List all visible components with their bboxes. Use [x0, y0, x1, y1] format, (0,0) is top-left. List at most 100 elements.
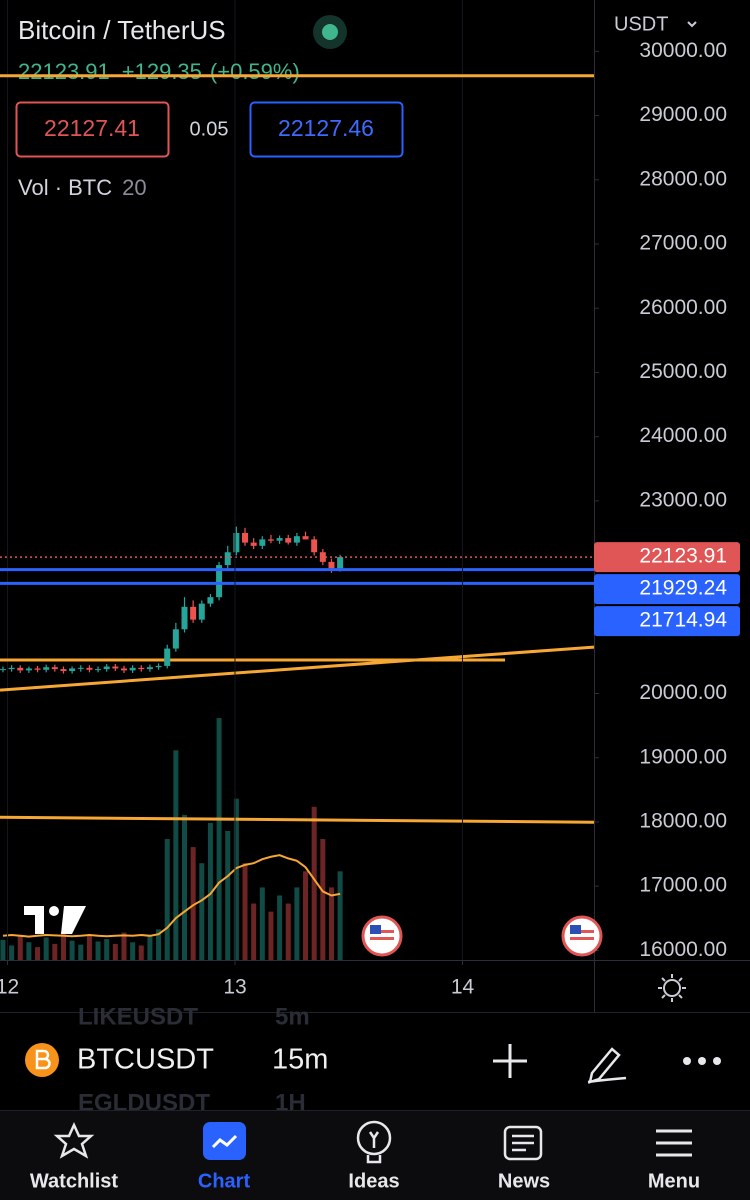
tab-label[interactable]: Ideas [348, 1170, 399, 1192]
event-icon[interactable] [561, 915, 603, 957]
candle-body [120, 668, 127, 671]
interval[interactable]: 15m [272, 1044, 328, 1076]
candle-body [95, 669, 102, 671]
change-pct: (+0.59%) [210, 59, 300, 84]
price-label-box [594, 574, 740, 605]
price-label: 22123.91 [639, 545, 727, 568]
price-axis: 30000.00 29000.00 28000.00 27000.00 26000.00… [0, 0, 740, 999]
volume-bar [0, 939, 6, 960]
volume-bar [182, 814, 188, 960]
volume-label: Vol · BTC [18, 175, 112, 200]
trend-line [0, 645, 595, 692]
ideas-icon [356, 1120, 392, 1164]
candle-body [103, 666, 110, 670]
bid-price: 22127.41 [44, 115, 140, 141]
volume-bar [337, 871, 343, 960]
candle-body [198, 603, 205, 620]
candle-body [216, 565, 223, 598]
candle-body [285, 538, 292, 543]
symbol[interactable]: BTCUSDT [77, 1044, 214, 1076]
volume-bar [60, 931, 66, 960]
event-icon[interactable] [361, 915, 403, 957]
tab-label[interactable]: News [498, 1170, 550, 1192]
volume-bar [259, 887, 265, 960]
candle-body [224, 552, 231, 566]
price-label: 21714.94 [639, 609, 727, 632]
y-tick-label: 28000.00 [639, 167, 727, 190]
candle-body [77, 667, 84, 669]
price-label-box [594, 542, 740, 573]
y-tick-label: 27000.00 [639, 232, 727, 255]
price-label-box [594, 606, 740, 637]
candle-body [155, 665, 162, 668]
volume-bar [251, 903, 257, 960]
candle-body [207, 597, 214, 604]
volume-bar [303, 871, 309, 960]
volume-bar [268, 911, 274, 960]
candle-body [181, 606, 188, 630]
volume-bar [225, 830, 231, 960]
volume-bar [207, 822, 213, 960]
candle-body [8, 667, 15, 670]
volume-bar [35, 947, 41, 960]
candle-body [25, 668, 32, 671]
y-tick-label: 30000.00 [639, 39, 727, 62]
volume-bar [78, 944, 84, 960]
ghost-interval: 5m [275, 1003, 310, 1030]
currency-select[interactable]: USDT [614, 13, 668, 35]
volume-bar [285, 903, 291, 960]
volume-bar [190, 847, 196, 960]
tabs: Watchlist Chart Ideas News Menu [30, 1170, 700, 1192]
add-button[interactable] [493, 1044, 527, 1078]
volume-bar [69, 940, 75, 960]
volume-bar [311, 806, 317, 960]
candle-body [337, 557, 344, 569]
volume-bar [138, 945, 144, 960]
coin-glyph [35, 1049, 51, 1070]
volume-bar [242, 863, 248, 960]
volume-bar [121, 932, 127, 960]
volume-bar [277, 895, 283, 960]
last-price: 22123.91 [18, 59, 110, 84]
bid-box[interactable] [15, 101, 170, 158]
more-button[interactable] [683, 1057, 721, 1065]
symbol-bar [0, 1012, 750, 1110]
candle-body [311, 539, 318, 553]
volume-bar [43, 937, 49, 960]
candle-body [293, 536, 300, 543]
volume-bar [233, 798, 239, 960]
candle-body [51, 667, 58, 670]
candle-body [112, 666, 119, 669]
settings-icon[interactable] [658, 974, 686, 1002]
chart-icon-bg [203, 1122, 246, 1160]
last-price-line: 22123.91 +129.35 (+0.59%) [18, 59, 300, 84]
volume-bar [147, 936, 153, 960]
volume-legend: Vol · BTC 20 [18, 175, 147, 200]
candle-body [164, 648, 171, 666]
tab-label[interactable]: Watchlist [30, 1170, 118, 1192]
candle-body [0, 669, 6, 671]
x-tick-label: 12 [0, 976, 19, 999]
y-tick-label: 24000.00 [639, 424, 727, 447]
draw-button[interactable] [587, 1047, 627, 1084]
candle-body [138, 667, 145, 670]
candle-body [86, 667, 93, 670]
tab-label[interactable]: Chart [198, 1170, 251, 1192]
candle-body [250, 542, 257, 546]
change: +129.35 [122, 59, 202, 84]
status-dot [322, 24, 338, 40]
y-tick-label: 20000.00 [639, 681, 727, 704]
ask-price: 22127.46 [278, 115, 374, 141]
ask-box[interactable] [249, 101, 404, 158]
volume-length: 20 [122, 175, 146, 200]
volume-bar [199, 863, 205, 960]
x-tick-label: 13 [223, 976, 246, 999]
tab-label[interactable]: Menu [648, 1170, 700, 1192]
volume-bar [173, 750, 179, 960]
y-tick-label: 18000.00 [639, 809, 727, 832]
candle-body [43, 667, 50, 670]
candle-body [34, 668, 41, 670]
volume-bar [26, 942, 32, 960]
